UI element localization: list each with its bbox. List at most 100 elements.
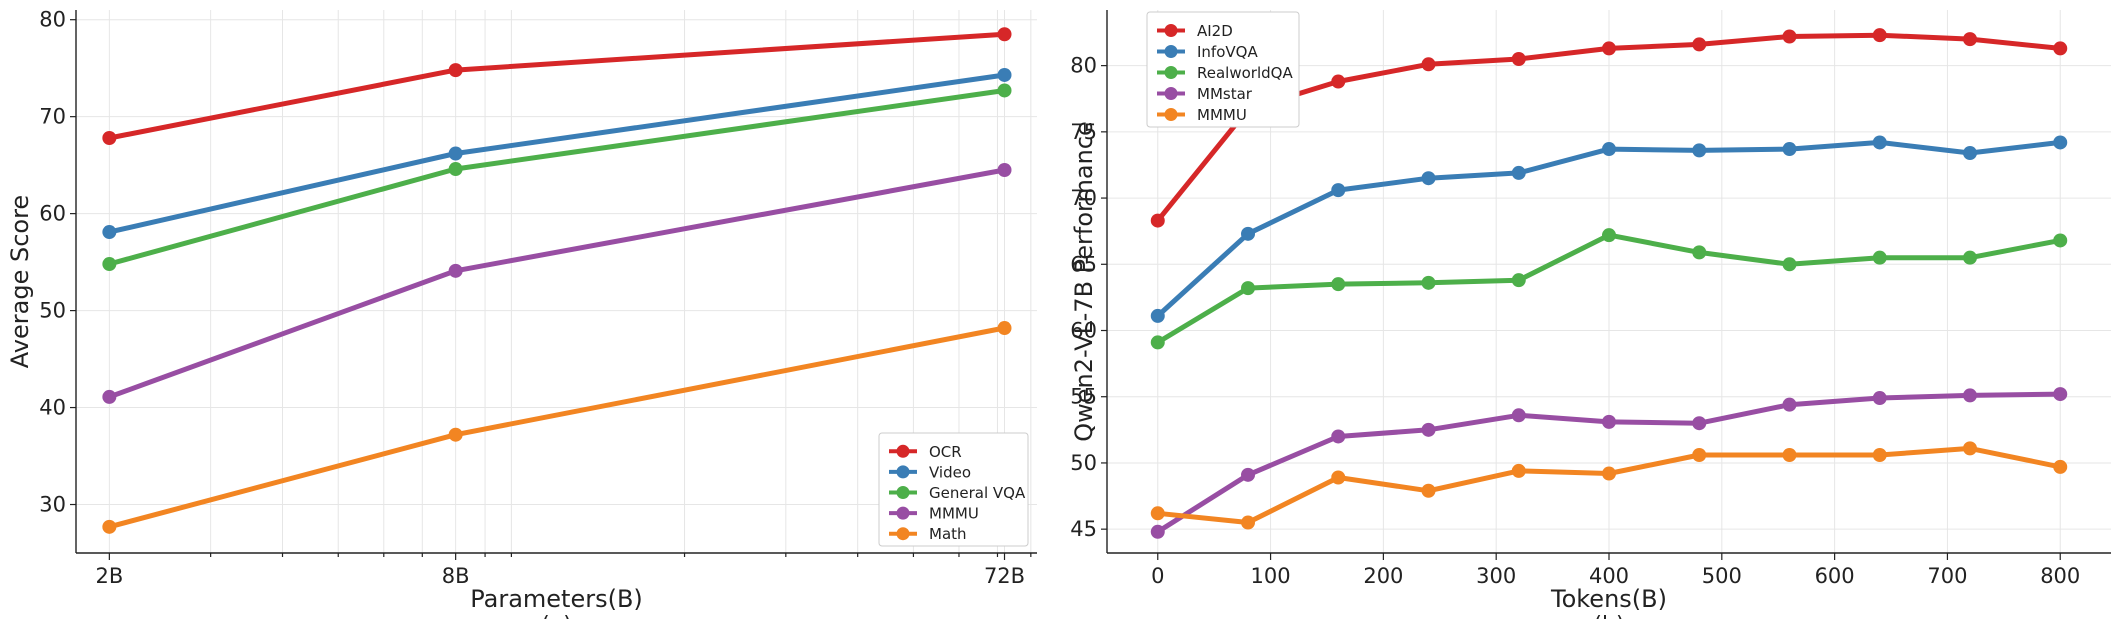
x-tick-label: 8B (442, 564, 470, 588)
series-line (106, 31, 1007, 141)
legend: AI2D InfoVQA RealworldQA MMstar MMMU (1146, 11, 1300, 128)
data-point (448, 263, 463, 278)
data-point (1150, 335, 1165, 350)
data-point (997, 67, 1012, 82)
legend-swatch-marker (896, 444, 910, 458)
data-point (1150, 524, 1165, 539)
legend-frame (1146, 11, 1300, 128)
data-point (102, 257, 117, 272)
x-tick-label: 2B (95, 564, 123, 588)
data-point (1962, 146, 1977, 161)
y-tick-label: 50 (1070, 451, 1097, 475)
series-mmmu (1150, 441, 2068, 530)
series-video (102, 67, 1012, 240)
chart-panel-1: 30 40 50 60 70 80 2B 8B 72B Parameters(B) Average … (6, 8, 1037, 624)
y-tick-label: 45 (1070, 517, 1097, 541)
legend-swatch-marker (1164, 108, 1178, 121)
data-point (997, 321, 1012, 336)
series-math (102, 321, 1012, 534)
series-line (106, 325, 1007, 530)
series-infovqa (1150, 135, 2068, 323)
x-tick-label: 300 (1476, 564, 1516, 588)
legend-label: InfoVQA (1197, 43, 1258, 61)
data-point (102, 389, 117, 404)
data-point (1241, 226, 1256, 241)
data-point (1962, 441, 1977, 456)
data-point (1602, 466, 1616, 481)
legend-label: Video (929, 463, 971, 481)
y-axis-label: Qwen2-VL-7B Performance (1070, 121, 1098, 442)
data-point (1962, 250, 1977, 265)
data-point (1692, 245, 1707, 260)
x-axis-label: Tokens(B) (1550, 585, 1667, 613)
panel-caption: (a) (541, 613, 572, 619)
series-mmstar (1150, 387, 2068, 539)
data-point (448, 427, 463, 442)
data-point (2053, 41, 2068, 56)
data-point (102, 130, 117, 145)
data-point (1782, 29, 1797, 44)
data-point (1872, 28, 1887, 43)
data-point (1331, 429, 1346, 444)
legend-swatch-marker (1164, 66, 1178, 79)
data-point (1511, 165, 1526, 180)
data-point (1331, 470, 1346, 485)
x-tick-label: 500 (1702, 564, 1742, 588)
data-point (1782, 447, 1797, 462)
legend-swatch-marker (1164, 24, 1178, 37)
data-point (448, 63, 463, 78)
data-point (1421, 483, 1436, 498)
legend-label: MMMU (929, 505, 979, 523)
x-tick-label: 0 (1151, 564, 1164, 588)
x-tick-label: 400 (1589, 564, 1629, 588)
data-point (1962, 388, 1977, 403)
panel-caption: (b) (1593, 613, 1624, 619)
x-tick-label: 72B (984, 564, 1025, 588)
legend-label: OCR (929, 443, 962, 461)
data-point (1872, 135, 1887, 150)
data-point (1421, 57, 1436, 72)
data-point (1241, 281, 1256, 296)
data-point (102, 225, 117, 240)
legend-frame (878, 432, 1029, 547)
data-point (1692, 143, 1707, 158)
data-point (1602, 142, 1616, 157)
data-point (448, 146, 463, 161)
data-point (997, 162, 1012, 177)
data-point (1782, 397, 1797, 412)
series-ocr (102, 27, 1012, 145)
data-point (997, 83, 1012, 98)
legend-label: MMstar (1197, 85, 1253, 103)
y-tick-label: 40 (39, 396, 66, 420)
data-point (1331, 74, 1346, 89)
legend-swatch-marker (896, 527, 910, 541)
data-point (1241, 515, 1256, 530)
y-tick-label: 50 (39, 299, 66, 323)
legend-swatch-marker (896, 465, 910, 479)
x-tick-label: 800 (2040, 564, 2080, 588)
data-point (2053, 135, 2068, 150)
y-tick-label: 30 (39, 493, 66, 517)
data-point (1421, 422, 1436, 437)
y-tick-label: 80 (39, 8, 66, 32)
data-point (1692, 447, 1707, 462)
data-point (1511, 463, 1526, 478)
data-point (1150, 506, 1165, 521)
data-point (1421, 171, 1436, 186)
y-tick-label: 80 (1070, 54, 1097, 78)
data-point (1150, 213, 1165, 228)
x-tick-label: 100 (1251, 564, 1291, 588)
x-tick-label: 200 (1363, 564, 1403, 588)
data-point (1782, 257, 1797, 272)
data-point (1782, 142, 1797, 157)
legend-label: MMMU (1197, 106, 1247, 124)
x-axis-label: Parameters(B) (470, 585, 643, 613)
data-point (1241, 467, 1256, 482)
legend-label: RealworldQA (1197, 64, 1293, 82)
y-tick-label: 65 (1070, 252, 1097, 276)
legend: OCR Video General VQA MMMU Math (878, 432, 1029, 547)
data-point (2053, 387, 2068, 402)
data-point (1602, 41, 1616, 56)
data-point (1511, 52, 1526, 67)
